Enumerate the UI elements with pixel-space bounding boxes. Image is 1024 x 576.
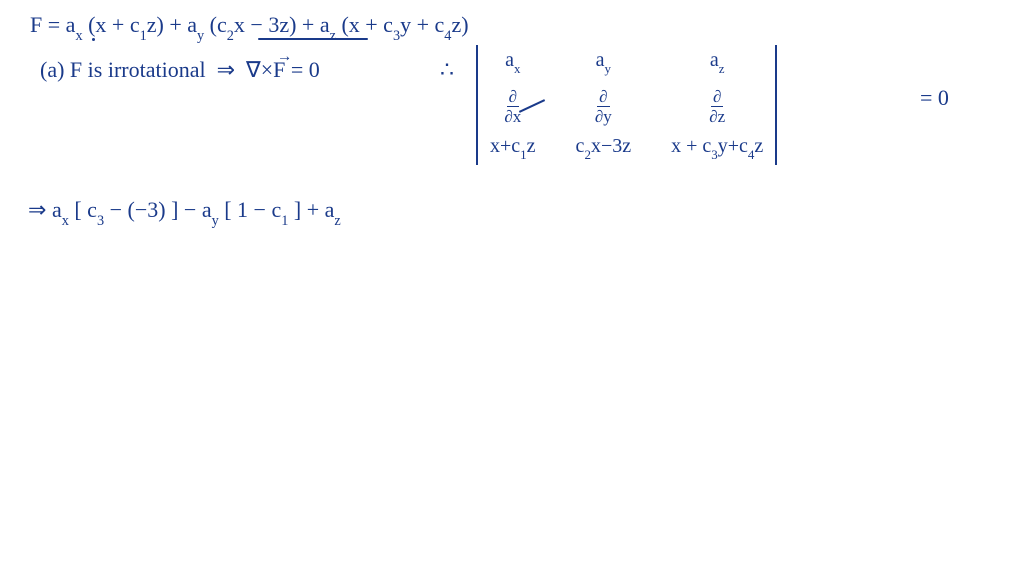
nabla-cross: ∇× — [246, 57, 273, 82]
implies-arrow: ⇒ — [217, 55, 235, 86]
det-r2c3: ∂∂z — [671, 85, 763, 125]
det-r1c3: az — [671, 49, 763, 75]
det-grid: ax ay az ∂∂x ∂∂y ∂∂z x+c1z c2x−3z x + c3… — [484, 45, 769, 165]
unit-ay-2: ay — [202, 197, 224, 222]
curl-determinant: ax ay az ∂∂x ∂∂y ∂∂z x+c1z c2x−3z x + c3… — [470, 45, 783, 165]
equation-line-3: ⇒ ax [ c3 − (−3) ] − ay [ 1 − c1 ] + az — [28, 195, 341, 228]
therefore-symbol: ∴ — [440, 55, 452, 86]
det-r3c1: x+c1z — [490, 135, 536, 161]
vector-F: F — [273, 57, 285, 82]
text-irrotational: F is irrotational — [70, 57, 206, 82]
det-r1c1: ax — [490, 49, 536, 75]
unit-ay: ay — [187, 12, 209, 37]
implies-arrow-2: ⇒ — [28, 195, 46, 226]
det-left-bar — [476, 45, 478, 165]
equation-line-1: F = ax (x + c1z) + ay (c2x − 3z) + az (x… — [30, 10, 469, 43]
det-r2c2: ∂∂y — [576, 85, 632, 125]
det-r3c2: c2x−3z — [576, 135, 632, 161]
underline-mark — [258, 38, 368, 40]
var-F: F — [30, 12, 42, 37]
unit-az: az — [320, 12, 342, 37]
unit-ax: ax — [66, 12, 88, 37]
equation-line-2: (a) F is irrotational ⇒ ∇×F = 0 — [40, 55, 320, 86]
unit-ax-2: ax — [52, 197, 74, 222]
det-equals-zero: = 0 — [920, 85, 949, 111]
part-label-a: (a) — [40, 57, 64, 82]
det-r3c3: x + c3y+c4z — [671, 135, 763, 161]
dot-mark — [92, 38, 95, 41]
det-r1c2: ay — [576, 49, 632, 75]
det-right-bar — [775, 45, 777, 165]
